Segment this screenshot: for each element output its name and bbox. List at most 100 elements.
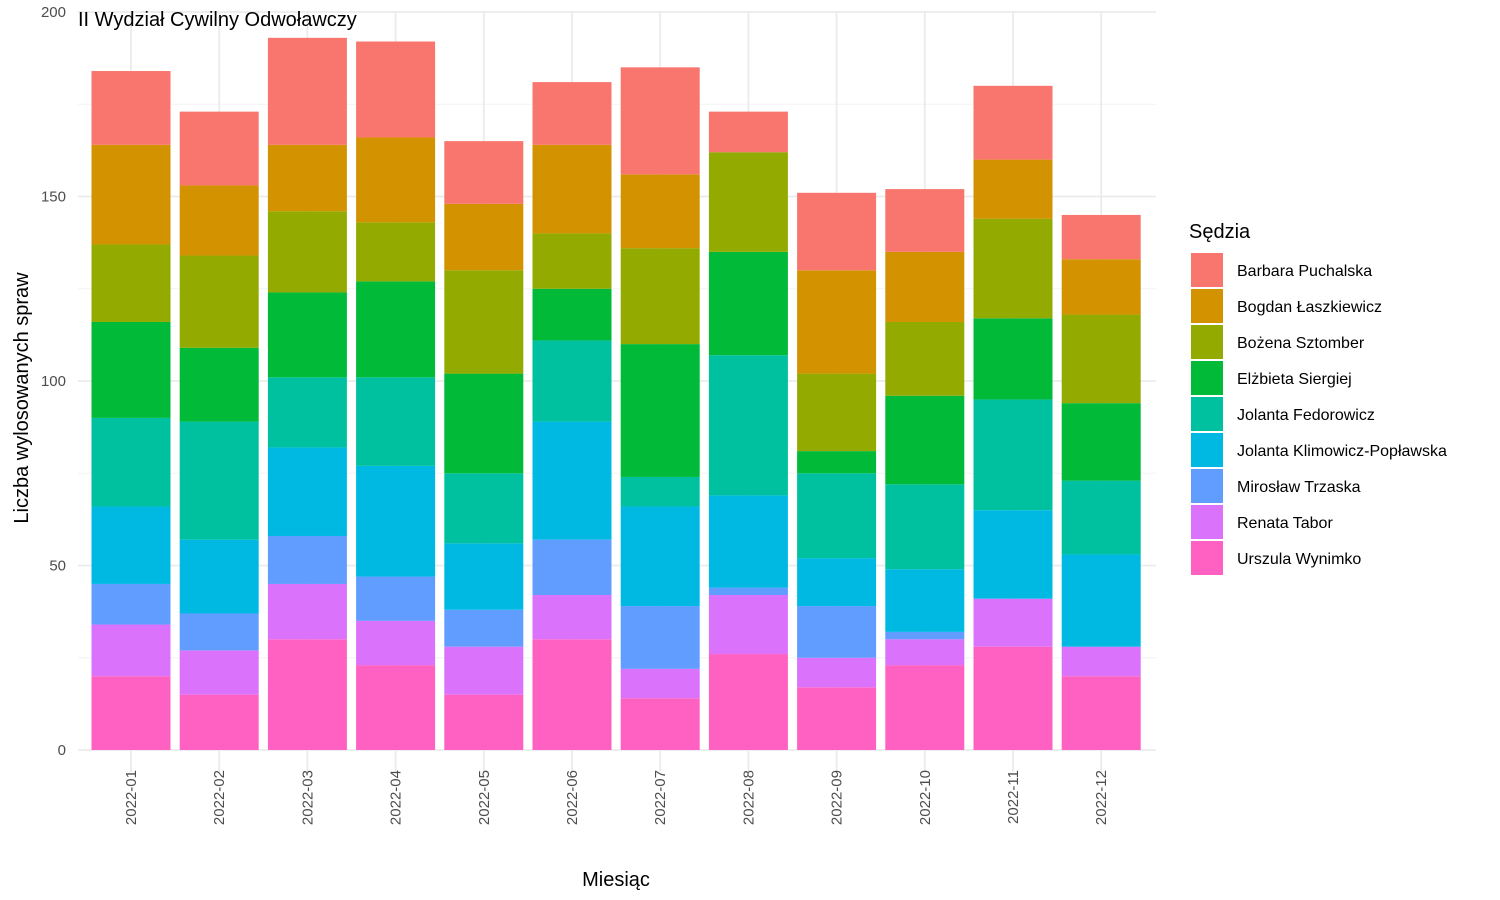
legend-swatch xyxy=(1191,541,1223,575)
x-tick-label: 2022-01 xyxy=(123,770,140,825)
y-axis: 0 50 100 150 200 xyxy=(41,4,66,759)
bar-segment xyxy=(973,318,1053,400)
bar-segment xyxy=(267,37,347,145)
bar-segment xyxy=(885,189,965,252)
bar-segment xyxy=(91,583,171,625)
bar-segment xyxy=(620,606,700,669)
bar-segment xyxy=(532,539,612,596)
bar-segment xyxy=(708,654,788,750)
bar-segment xyxy=(356,222,436,282)
legend-swatch xyxy=(1191,361,1223,395)
bar-segment xyxy=(620,174,700,249)
y-tick-label: 150 xyxy=(41,189,66,206)
bar-segment xyxy=(620,698,700,750)
bar-segment xyxy=(179,347,259,422)
bar-segment xyxy=(179,185,259,256)
bar-segment xyxy=(267,292,347,378)
y-tick-label: 0 xyxy=(58,742,66,759)
bar-segment xyxy=(1061,403,1141,481)
bar-segment xyxy=(797,192,877,271)
bar-segment xyxy=(267,211,347,293)
legend: Sędzia Barbara Puchalska Bogdan Łaszkiewi… xyxy=(1189,221,1447,575)
x-tick-label: 2022-08 xyxy=(740,770,757,825)
bar-segment xyxy=(885,484,965,570)
bar-segment xyxy=(797,687,877,750)
bar-segment xyxy=(356,576,436,621)
legend-label: Urszula Wynimko xyxy=(1237,551,1361,568)
bar-segment xyxy=(444,646,524,695)
bar-segment xyxy=(620,344,700,477)
x-tick-label: 2022-04 xyxy=(388,770,405,825)
bar-segment xyxy=(708,152,788,252)
bar-segment xyxy=(444,609,524,647)
bar-segment xyxy=(973,510,1053,599)
legend-label: Jolanta Klimowicz-Popławska xyxy=(1237,443,1447,460)
chart-title: II Wydział Cywilny Odwoławczy xyxy=(78,9,357,31)
bar-segment xyxy=(708,111,788,153)
bar-segment xyxy=(267,639,347,750)
x-tick-label: 2022-10 xyxy=(917,770,934,825)
bar-segment xyxy=(444,694,524,750)
bar-segment xyxy=(708,495,788,588)
legend-label: Jolanta Fedorowicz xyxy=(1237,407,1375,424)
bar-segment xyxy=(444,203,524,271)
bar-segment xyxy=(797,606,877,658)
x-tick-label: 2022-12 xyxy=(1093,770,1110,825)
bar-segment xyxy=(179,613,259,651)
bar-segment xyxy=(620,476,700,507)
bar-segment xyxy=(973,646,1053,750)
bar-segment xyxy=(797,451,877,474)
bar-segment xyxy=(1061,676,1141,750)
x-axis: 2022-01 2022-02 2022-03 2022-04 2022-05 2022-… xyxy=(123,770,1110,825)
x-tick-label: 2022-06 xyxy=(564,770,581,825)
bar-segment xyxy=(444,141,524,204)
bar-segment xyxy=(444,473,524,544)
bar-segment xyxy=(91,321,171,418)
legend-swatch xyxy=(1191,289,1223,323)
legend-label: Bogdan Łaszkiewicz xyxy=(1237,299,1382,316)
bar-segment xyxy=(885,569,965,632)
bar-segment xyxy=(885,639,965,666)
bar-segment xyxy=(356,137,436,223)
bar-segment xyxy=(267,377,347,448)
legend-swatch xyxy=(1191,505,1223,539)
bar-segment xyxy=(620,248,700,345)
x-tick-label: 2022-11 xyxy=(1005,770,1022,824)
bar-segment xyxy=(179,111,259,186)
bar-segment xyxy=(179,539,259,614)
bar-segment xyxy=(179,694,259,750)
bar-segment xyxy=(708,355,788,496)
bar-segment xyxy=(797,657,877,688)
y-axis-title: Liczba wylosowanych spraw xyxy=(11,272,33,524)
legend-label: Mirosław Trzaska xyxy=(1237,479,1361,496)
bar-segment xyxy=(91,71,171,145)
bar-segment xyxy=(356,620,436,666)
bar-segment xyxy=(973,598,1053,647)
bar-segment xyxy=(885,251,965,322)
bar-segment xyxy=(91,244,171,322)
legend-swatch xyxy=(1191,397,1223,431)
legend-swatch xyxy=(1191,253,1223,287)
bar-segment xyxy=(267,447,347,536)
bar-segment xyxy=(444,543,524,610)
bar-segment xyxy=(620,506,700,607)
bar-segment xyxy=(356,281,436,378)
bar-segment xyxy=(532,288,612,341)
x-tick-label: 2022-05 xyxy=(476,770,493,825)
bar-segment xyxy=(708,595,788,655)
bar-segment xyxy=(179,421,259,540)
bars-layer xyxy=(91,37,1141,750)
x-axis-title: Miesiąc xyxy=(582,869,650,891)
legend-label: Bożena Sztomber xyxy=(1237,335,1365,352)
bar-segment xyxy=(91,506,171,584)
bar-segment xyxy=(267,535,347,584)
bar-segment xyxy=(797,558,877,607)
bar-segment xyxy=(885,321,965,396)
x-tick-label: 2022-02 xyxy=(211,770,228,825)
bar-segment xyxy=(179,255,259,348)
bar-segment xyxy=(91,676,171,750)
bar-segment xyxy=(356,377,436,466)
bar-segment xyxy=(1061,646,1141,677)
bar-segment xyxy=(973,399,1053,511)
bar-segment xyxy=(179,650,259,695)
